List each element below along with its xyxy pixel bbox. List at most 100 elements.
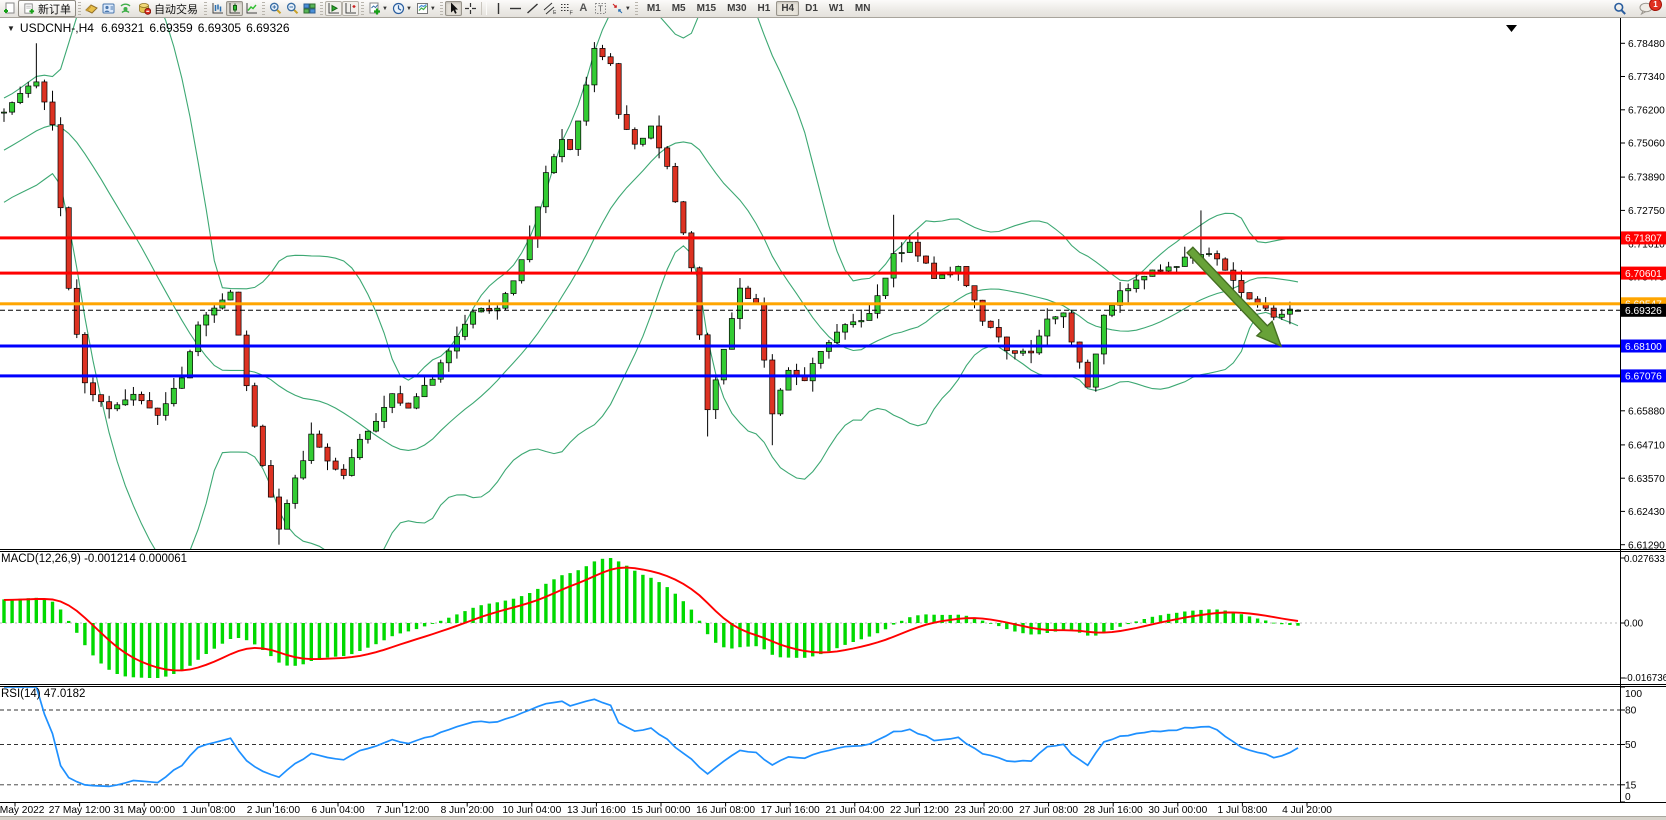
bullish-candle — [1181, 256, 1188, 267]
bearish-candle — [688, 232, 695, 269]
timeframe-button-H4[interactable]: H4 — [776, 1, 800, 16]
macd-histogram-bar — [665, 587, 669, 623]
macd-histogram-bar — [649, 577, 653, 623]
date-tick-label: 22 Jun 12:00 — [890, 805, 949, 816]
horizontal-line-object[interactable] — [0, 374, 1620, 378]
bullish-candle — [510, 280, 517, 294]
data-window-icon — [102, 3, 115, 14]
zoom-in-button[interactable] — [267, 1, 284, 16]
search-button[interactable] — [1611, 1, 1629, 16]
data-window-button[interactable] — [100, 1, 117, 16]
bearish-candle — [1003, 336, 1010, 351]
bearish-candle — [914, 241, 921, 257]
chevron-down-icon: ▼ — [382, 5, 388, 12]
timeframe-button-M1[interactable]: M1 — [646, 3, 661, 14]
crosshair-button[interactable] — [462, 1, 479, 16]
bullish-candle — [348, 457, 355, 476]
macd-histogram-bar — [1166, 613, 1171, 623]
macd-histogram-bar — [633, 570, 637, 623]
price-tick-label: 6.76200 — [1628, 105, 1665, 116]
timeframe-button-M30[interactable]: M30 — [727, 3, 747, 14]
chart-shift-button[interactable] — [342, 1, 359, 16]
horizontal-line-button[interactable] — [507, 1, 524, 16]
bullish-candle — [882, 277, 889, 297]
templates-button[interactable]: ▼ — [414, 1, 438, 16]
bollinger-band-line — [3, 124, 1299, 451]
crosshair-icon — [464, 3, 476, 14]
market-watch-button[interactable] — [83, 1, 100, 16]
date-tick-label: 8 Jun 20:00 — [441, 805, 495, 816]
macd-pane[interactable] — [0, 558, 1620, 678]
notifications-button[interactable]: 1 — [1637, 0, 1662, 16]
line-chart-button[interactable] — [243, 1, 260, 16]
trend-arrow-annotation[interactable] — [1186, 246, 1283, 348]
timeframe-button-H1[interactable]: H1 — [757, 3, 771, 14]
macd-histogram-bar — [689, 609, 694, 623]
trendline-button[interactable] — [524, 1, 541, 16]
macd-histogram-bar — [908, 617, 912, 623]
svg-text:T: T — [598, 5, 603, 14]
zoom-out-button[interactable] — [284, 1, 301, 16]
vertical-line-button[interactable] — [490, 1, 507, 16]
macd-histogram-bar — [552, 579, 556, 623]
bar-chart-button[interactable] — [209, 1, 226, 16]
candlestick-chart-button[interactable] — [226, 1, 243, 16]
periods-button[interactable]: ▼ — [390, 1, 414, 16]
rsi-pane[interactable] — [0, 687, 1620, 788]
autotrading-button[interactable]: 自动交易 — [134, 0, 202, 17]
bullish-candle — [712, 379, 719, 411]
text-button[interactable]: A — [575, 1, 592, 16]
tile-windows-button[interactable] — [301, 1, 318, 16]
equidistant-channel-button[interactable]: E — [541, 1, 558, 16]
toolbar-grip — [78, 2, 81, 15]
chart-context-arrow-icon[interactable]: ▼ — [7, 23, 15, 33]
new-order-button[interactable]: 新订单 — [18, 0, 76, 17]
indicators-button[interactable]: ▼ — [366, 1, 390, 16]
auto-scroll-button[interactable] — [325, 1, 342, 16]
arrows-button[interactable]: ▼ — [609, 1, 633, 16]
timeframe-button-D1[interactable]: D1 — [805, 3, 818, 14]
rsi-axis-label: 100 — [1625, 689, 1642, 700]
zoom-out-icon — [286, 2, 299, 15]
horizontal-line-object[interactable] — [0, 236, 1620, 240]
new-chart-button[interactable] — [1, 1, 18, 16]
navigator-button[interactable] — [117, 1, 134, 16]
fibonacci-button[interactable]: F — [558, 1, 575, 16]
navigator-icon — [120, 3, 131, 14]
bearish-candle — [1270, 307, 1277, 318]
toolbar-separator — [480, 2, 487, 15]
macd-histogram-bar — [1061, 623, 1066, 631]
market-watch-icon — [85, 4, 98, 14]
price-axis[interactable]: 6.78480 6.77340 6.76200 6.75060 6.73890 6.727… — [1620, 39, 1666, 551]
macd-histogram-bar — [900, 620, 904, 623]
periods-icon — [392, 2, 405, 15]
toolbar-grip — [634, 2, 638, 15]
macd-histogram-bar — [616, 561, 621, 623]
timeframe-button-M5[interactable]: M5 — [671, 3, 686, 14]
macd-histogram-bar — [608, 558, 613, 623]
bullish-candle — [25, 85, 32, 94]
new-chart-icon — [4, 2, 15, 14]
bullish-candle — [470, 311, 477, 325]
bearish-candle — [332, 460, 339, 470]
timeframe-button-MN[interactable]: MN — [854, 3, 871, 14]
bullish-candle — [462, 323, 468, 337]
bullish-candle — [834, 331, 840, 343]
chevron-down-icon: ▼ — [624, 5, 631, 12]
cursor-button[interactable] — [444, 1, 462, 16]
ohlc-low: 6.69305 — [197, 21, 242, 35]
timeframe-button-M15[interactable]: M15 — [696, 3, 717, 14]
bullish-candle — [421, 384, 428, 398]
horizontal-line-object[interactable] — [0, 302, 1620, 306]
bearish-candle — [664, 147, 671, 167]
timeframe-button-W1[interactable]: W1 — [828, 3, 844, 14]
horizontal-line-object[interactable] — [0, 344, 1620, 348]
macd-histogram-bar — [1126, 623, 1130, 625]
text-label-button[interactable]: T — [592, 1, 609, 16]
bearish-candle — [761, 302, 768, 361]
horizontal-line-object[interactable] — [0, 271, 1620, 275]
main-price-pane[interactable] — [1, 0, 1301, 569]
bearish-candle — [397, 393, 404, 404]
